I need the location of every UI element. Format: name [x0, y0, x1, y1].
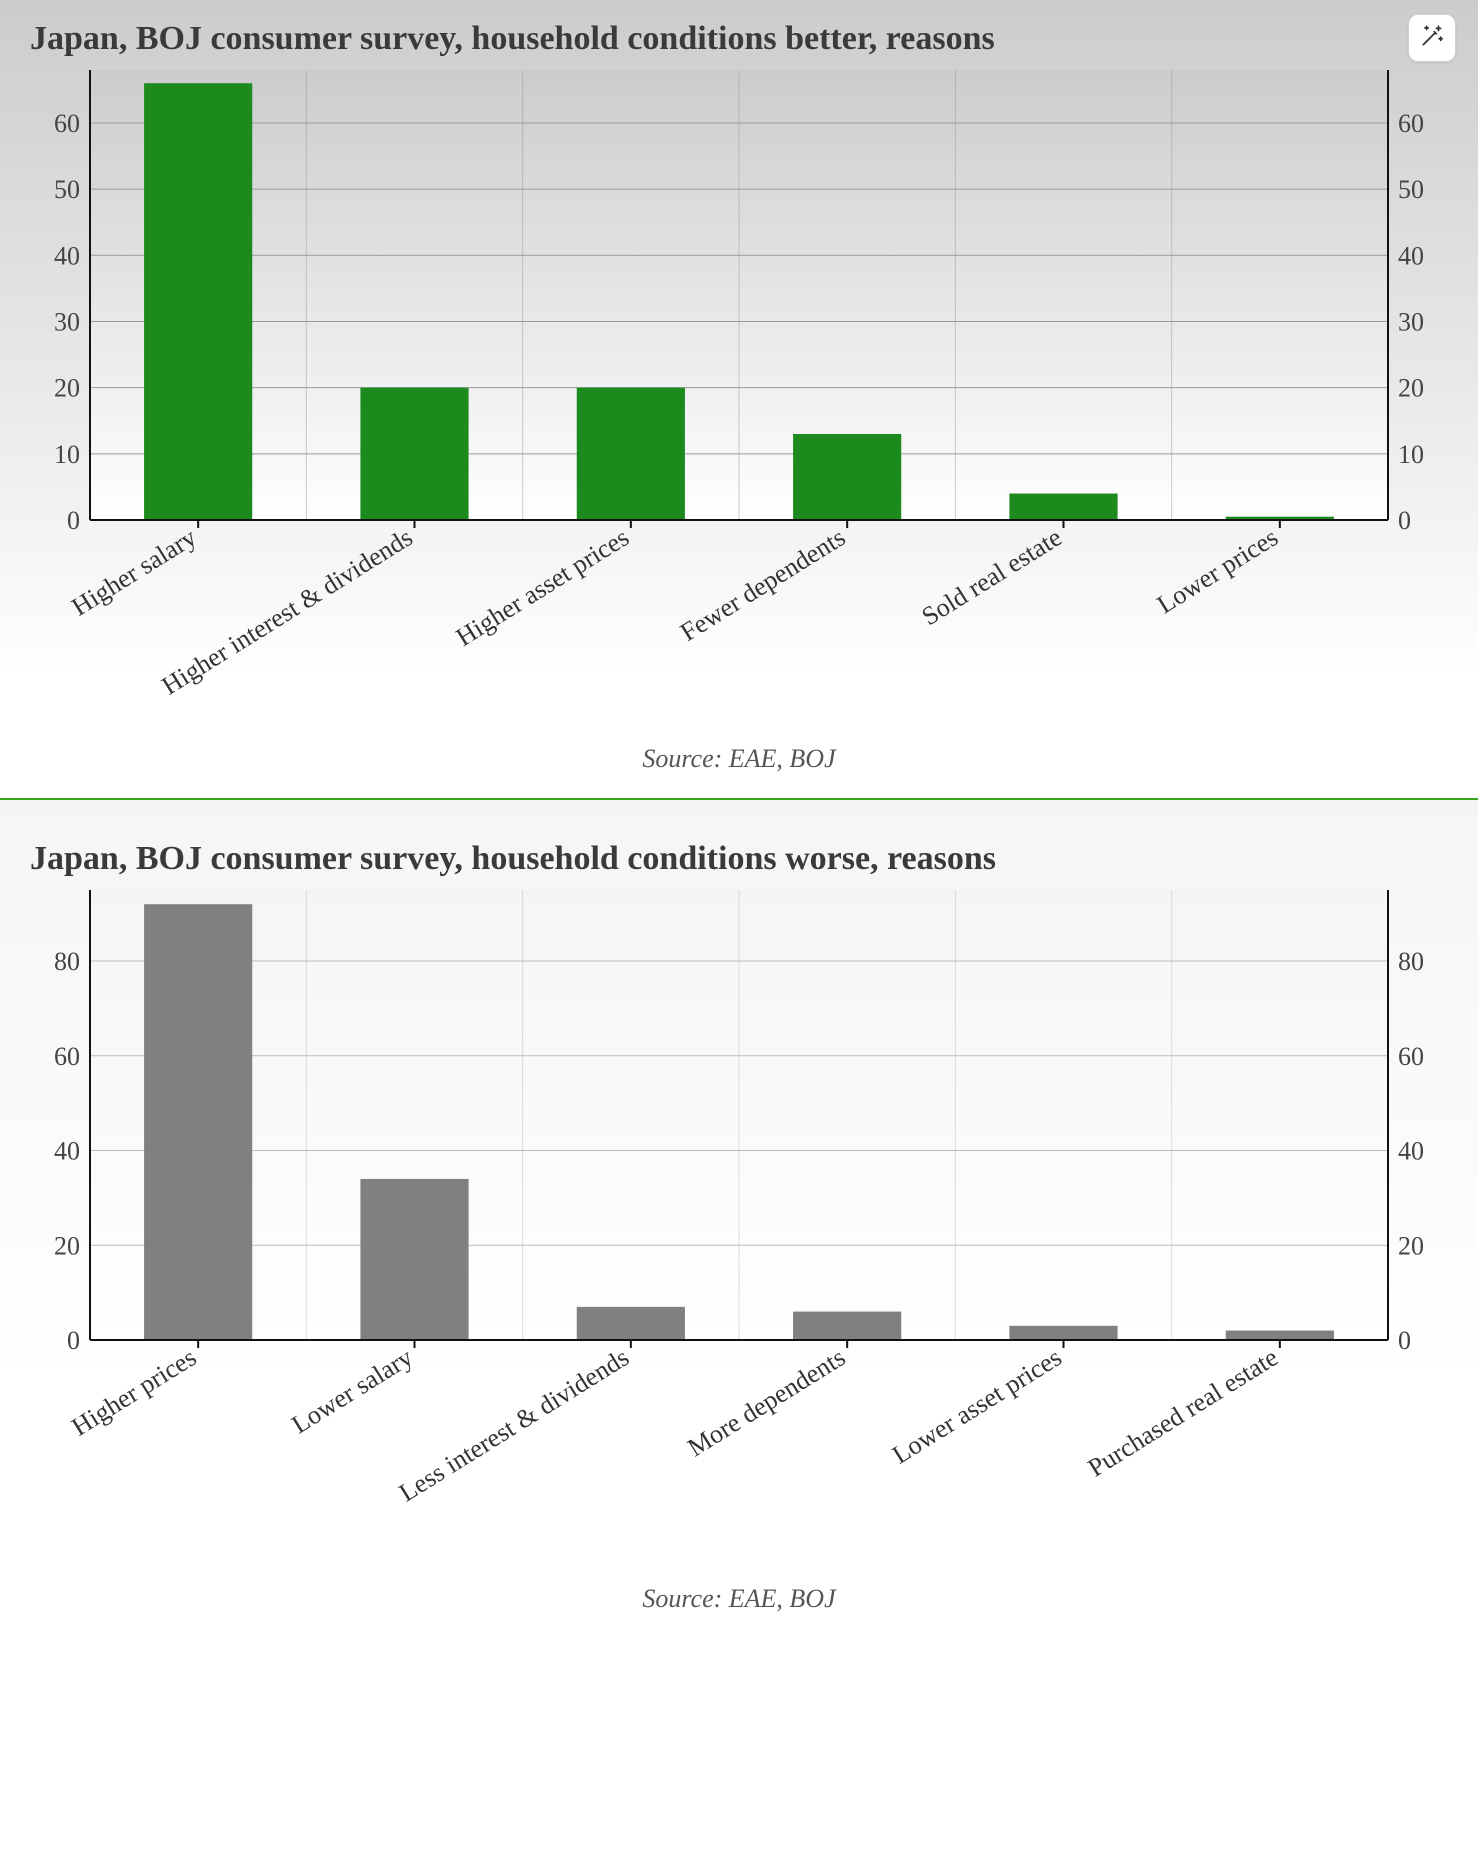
x-category-label: Lower salary	[287, 1342, 418, 1439]
chart-title-better: Japan, BOJ consumer survey, household co…	[30, 20, 1448, 58]
chart-better: 0 0 10 10 20 20 30 30 40 40 50 50 60 60 Higher salary H…	[30, 70, 1448, 730]
y-tick-right: 20	[1398, 1231, 1424, 1260]
y-tick-left: 60	[54, 1042, 80, 1071]
y-tick-left: 60	[54, 109, 80, 138]
magic-wand-button[interactable]	[1408, 14, 1456, 62]
page: Japan, BOJ consumer survey, household co…	[0, 0, 1478, 1638]
x-category-label: Lower prices	[1152, 522, 1283, 619]
bar	[577, 1307, 685, 1340]
y-tick-left: 10	[54, 440, 80, 469]
chart-source-better: Source: EAE, BOJ	[30, 744, 1448, 774]
x-category-label: Sold real estate	[917, 522, 1067, 631]
bar	[1009, 1326, 1117, 1340]
bar	[1226, 1331, 1334, 1340]
chart-worse: 0 0 20 20 40 40 60 60 80 80 Higher prices Lower sal…	[30, 890, 1448, 1570]
bar	[793, 1312, 901, 1340]
y-tick-right: 40	[1398, 1137, 1424, 1166]
y-tick-left: 50	[54, 175, 80, 204]
chart-svg-worse: 0 0 20 20 40 40 60 60 80 80 Higher prices Lower sal…	[30, 890, 1448, 1570]
y-tick-right: 30	[1398, 308, 1424, 337]
y-tick-left: 40	[54, 1137, 80, 1166]
x-category-label: Less interest & dividends	[394, 1342, 634, 1507]
y-tick-left: 20	[54, 1231, 80, 1260]
y-tick-left: 20	[54, 374, 80, 403]
y-tick-right: 60	[1398, 109, 1424, 138]
x-category-label: Lower asset prices	[887, 1342, 1066, 1469]
y-tick-right: 50	[1398, 175, 1424, 204]
chart-source-worse: Source: EAE, BOJ	[30, 1584, 1448, 1614]
bar	[793, 434, 901, 520]
x-category-label: More dependents	[683, 1342, 851, 1462]
chart-panel-better: Japan, BOJ consumer survey, household co…	[0, 0, 1478, 800]
y-tick-right: 10	[1398, 440, 1424, 469]
y-tick-left: 0	[67, 506, 80, 535]
bar	[144, 904, 252, 1340]
y-tick-left: 80	[54, 947, 80, 976]
x-category-label: Purchased real estate	[1083, 1342, 1283, 1482]
bar	[360, 388, 468, 520]
y-tick-left: 40	[54, 241, 80, 270]
y-tick-right: 40	[1398, 241, 1424, 270]
bar	[144, 83, 252, 520]
x-category-label: Fewer dependents	[675, 522, 850, 646]
y-tick-right: 60	[1398, 1042, 1424, 1071]
magic-wand-icon	[1419, 23, 1445, 54]
y-tick-left: 30	[54, 308, 80, 337]
bar	[360, 1179, 468, 1340]
x-category-label: Higher asset prices	[451, 522, 634, 651]
y-tick-right: 0	[1398, 506, 1411, 535]
y-tick-right: 0	[1398, 1326, 1411, 1355]
chart-panel-worse: Japan, BOJ consumer survey, household co…	[0, 800, 1478, 1638]
y-tick-left: 0	[67, 1326, 80, 1355]
x-category-label: Higher prices	[67, 1342, 202, 1441]
bar	[1009, 494, 1117, 520]
y-tick-right: 80	[1398, 947, 1424, 976]
chart-title-worse: Japan, BOJ consumer survey, household co…	[30, 840, 1448, 878]
bar	[577, 388, 685, 520]
y-tick-right: 20	[1398, 374, 1424, 403]
x-category-label: Higher salary	[67, 522, 202, 621]
chart-svg-better: 0 0 10 10 20 20 30 30 40 40 50 50 60 60 Higher salary H…	[30, 70, 1448, 730]
